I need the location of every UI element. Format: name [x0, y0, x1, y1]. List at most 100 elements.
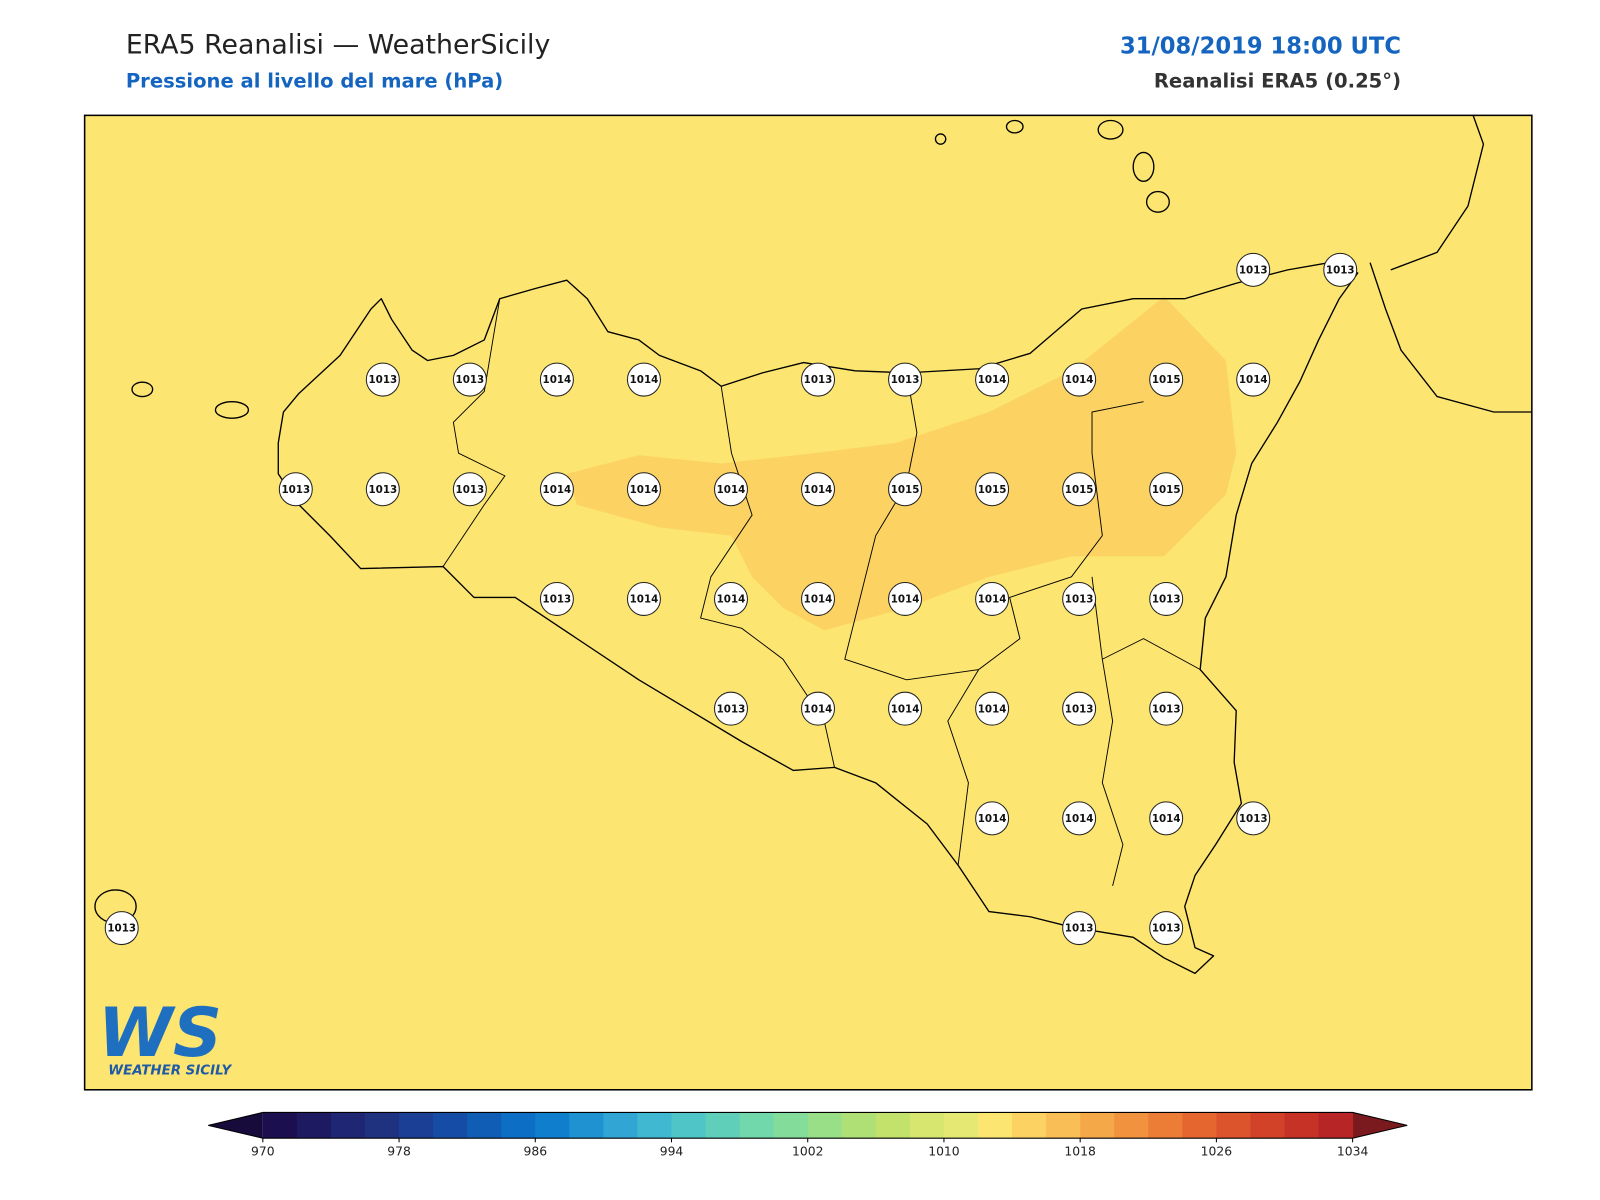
colorbar-tick-label: 986 — [523, 1145, 547, 1159]
station-marker — [539, 472, 574, 507]
colorbar-bin — [433, 1112, 468, 1139]
station-value: 1013 — [891, 374, 920, 386]
colorbar-tick-label: 1010 — [928, 1145, 960, 1159]
station-marker — [1062, 362, 1097, 397]
station-value: 1013 — [1152, 703, 1181, 715]
station-marker — [713, 691, 748, 726]
map-frame — [83, 114, 1533, 1091]
colorbar: 970 978 986 994 1002 1010 1018 1026 1034 — [208, 1111, 1408, 1159]
station-value: 1014 — [978, 594, 1007, 606]
station-value: 1014 — [804, 484, 833, 496]
colorbar-bin — [1080, 1112, 1115, 1139]
station-marker — [801, 472, 836, 507]
colorbar-bin — [1148, 1112, 1183, 1139]
station-value: 1013 — [1239, 264, 1268, 276]
station-marker — [1062, 691, 1097, 726]
colorbar-bin — [1114, 1112, 1149, 1139]
colorbar-bin — [569, 1112, 604, 1139]
station-marker — [888, 581, 923, 616]
island-vulcano — [1145, 190, 1170, 213]
station-value: 1013 — [1152, 594, 1181, 606]
colorbar-bin — [739, 1112, 775, 1139]
colorbar-bin — [501, 1112, 536, 1139]
station-value: 1014 — [1152, 813, 1181, 825]
colorbar-bin — [399, 1112, 434, 1139]
station-value: 1014 — [978, 374, 1007, 386]
island — [131, 381, 154, 398]
colorbar-bin — [943, 1112, 979, 1139]
station-marker — [1149, 362, 1184, 397]
station-marker — [975, 362, 1010, 397]
colorbar-bin — [807, 1112, 843, 1139]
station-value: 1014 — [717, 594, 746, 606]
station-marker — [539, 362, 574, 397]
source: Reanalisi ERA5 (0.25°) — [1154, 70, 1401, 93]
station-value: 1013 — [717, 703, 746, 715]
station-marker — [1062, 801, 1097, 836]
colorbar-bin — [1046, 1112, 1081, 1139]
island — [934, 133, 947, 145]
colorbar-bin — [1012, 1112, 1047, 1139]
station-labels: 1013 1013 1013 1013 1014 1014 1013 1013 1014 1014… — [104, 252, 1358, 946]
colorbar-tick-label: 1034 — [1337, 1145, 1369, 1159]
station-marker — [1062, 581, 1097, 616]
station-value: 1014 — [891, 703, 920, 715]
station-value: 1015 — [891, 484, 920, 496]
station-marker — [1149, 581, 1184, 616]
station-value: 1015 — [1065, 484, 1094, 496]
station-marker — [626, 472, 661, 507]
station-marker — [1236, 801, 1271, 836]
logo-name: WEATHER SICILY — [108, 1063, 232, 1078]
station-value: 1013 — [1065, 594, 1094, 606]
station-marker — [452, 362, 487, 397]
colorbar-over — [1352, 1112, 1408, 1139]
station-marker — [888, 362, 923, 397]
station-marker — [1323, 252, 1358, 287]
station-marker — [1062, 911, 1097, 946]
colorbar-tick-label: 1018 — [1064, 1145, 1096, 1159]
station-value: 1013 — [456, 484, 485, 496]
station-value: 1014 — [1239, 374, 1268, 386]
station-marker — [713, 472, 748, 507]
station-value: 1013 — [1152, 923, 1181, 935]
station-marker — [801, 581, 836, 616]
station-value: 1013 — [804, 374, 833, 386]
colorbar-bin — [1216, 1112, 1251, 1139]
station-value: 1014 — [891, 594, 920, 606]
colorbar-tick-label: 1002 — [792, 1145, 823, 1159]
station-marker — [1149, 472, 1184, 507]
title: ERA5 Reanalisi — WeatherSicily — [126, 30, 551, 61]
station-marker — [278, 472, 313, 507]
colorbar-bin — [1250, 1112, 1286, 1139]
station-marker — [104, 911, 139, 946]
station-value: 1015 — [978, 484, 1007, 496]
colorbar-bin — [296, 1112, 332, 1139]
colorbar-bin — [535, 1112, 570, 1139]
colorbar-bin — [330, 1112, 366, 1139]
station-value: 1013 — [368, 374, 397, 386]
island-salina — [1097, 119, 1124, 140]
station-value: 1014 — [978, 813, 1007, 825]
colorbar-tick-label: 994 — [660, 1145, 684, 1159]
station-marker — [888, 691, 923, 726]
colorbar-bin — [705, 1112, 741, 1139]
colorbar-tick-label: 970 — [251, 1145, 275, 1159]
island — [214, 401, 250, 419]
logo-mark: WS — [98, 994, 222, 1073]
island — [1005, 119, 1024, 134]
station-marker — [626, 581, 661, 616]
colorbar-tick-label: 1026 — [1201, 1145, 1233, 1159]
map: 1013 1013 1013 1013 1014 1014 1013 1013 1014 1014… — [83, 114, 1533, 1091]
station-value: 1013 — [1239, 813, 1268, 825]
colorbar-bin — [773, 1112, 809, 1139]
station-marker — [975, 472, 1010, 507]
colorbar-bin — [909, 1112, 945, 1139]
station-marker — [975, 691, 1010, 726]
colorbar-tick-label: 978 — [387, 1145, 411, 1159]
station-marker — [1062, 472, 1097, 507]
station-value: 1014 — [1065, 813, 1094, 825]
station-marker — [1149, 691, 1184, 726]
logo: WS WEATHER SICILY — [98, 994, 233, 1079]
station-marker — [713, 581, 748, 616]
